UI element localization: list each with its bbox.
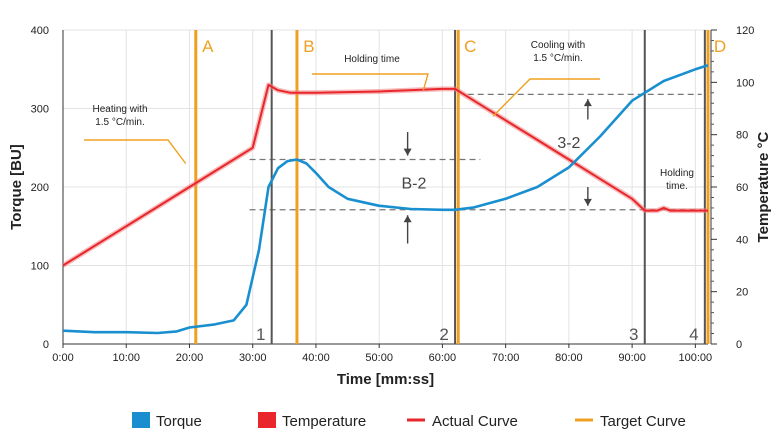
y-tick-label: 200 (31, 182, 49, 194)
legend: Torque Temperature Actual Curve Target Curv… (132, 412, 686, 430)
target-phase-label: B (303, 37, 314, 56)
y2-tick-label: 80 (736, 130, 748, 142)
legend-label-target: Target Curve (600, 413, 686, 430)
arrow-head (583, 99, 592, 107)
trough-arrow (403, 215, 412, 244)
legend-swatch-torque (132, 412, 150, 428)
temperature-actual-curve (62, 83, 708, 267)
actual-phase-label: 1 (256, 325, 265, 344)
x-tick-label: 60:00 (429, 352, 457, 364)
x-tick-label: 10:00 (112, 352, 140, 364)
final-down-arrow (583, 187, 592, 206)
x-tick-label: 80:00 (555, 352, 583, 364)
x-tick-label: 30:00 (239, 352, 267, 364)
annotation-holding2-line1: Holding (660, 168, 694, 179)
y-axis-title: Torque [BU] (8, 144, 25, 230)
torque-curve (62, 64, 709, 335)
y2-tick-label: 100 (736, 77, 754, 89)
x-tick-label: 100:00 (679, 352, 713, 364)
temperature-target-curve (61, 82, 708, 268)
holding-leader (312, 73, 429, 91)
annotation-cooling-line1: Cooling with (531, 40, 585, 51)
x-axis-title: Time [mm:ss] (337, 371, 434, 388)
annotation-heating-line2: 1.5 °C/min. (95, 117, 145, 128)
legend-label-torque: Torque (156, 413, 202, 430)
legend-swatch-temperature (258, 412, 276, 428)
x-tick-label: 90:00 (618, 352, 646, 364)
heating-leader (84, 139, 187, 164)
y2-tick-label: 20 (736, 287, 748, 299)
x-tick-label: 70:00 (492, 352, 520, 364)
legend-label-temperature: Temperature (282, 413, 366, 430)
final-up-arrow (583, 99, 592, 120)
peak-arrow (403, 132, 412, 156)
y-tick-label: 300 (31, 104, 49, 116)
cooling-leader (492, 78, 600, 117)
measurement-label-b2: B-2 (402, 176, 427, 193)
x-tick-label: 20:00 (176, 352, 204, 364)
annotation-holding: Holding time (344, 54, 400, 65)
y2-axis-title: Temperature °C (755, 131, 772, 242)
y2-tick-label: 120 (736, 25, 754, 37)
y2-tick-label: 40 (736, 234, 748, 246)
legend-label-actual: Actual Curve (432, 413, 518, 430)
y-tick-label: 0 (43, 339, 49, 351)
y-tick-label: 400 (31, 25, 49, 37)
y2-tick-label: 0 (736, 339, 742, 351)
target-phase-label: D (714, 37, 726, 56)
actual-phase-label: 2 (439, 325, 448, 344)
x-tick-label: 40:00 (302, 352, 330, 364)
actual-phase-label: 4 (689, 325, 698, 344)
x-tick-label: 0:00 (52, 352, 73, 364)
x-tick-label: 50:00 (365, 352, 393, 364)
arrow-head (583, 198, 592, 206)
y2-tick-label: 60 (736, 182, 748, 194)
measurement-label-32: 3-2 (557, 135, 580, 152)
annotation-heating-line1: Heating with (92, 104, 147, 115)
arrow-head (403, 215, 412, 223)
target-phase-label: C (464, 37, 476, 56)
target-phase-label: A (202, 37, 214, 56)
arrow-head (403, 148, 412, 156)
y-tick-label: 100 (31, 261, 49, 273)
annotation-cooling-line2: 1.5 °C/min. (533, 53, 583, 64)
annotation-holding2-line2: time. (666, 181, 688, 192)
actual-phase-label: 3 (629, 325, 638, 344)
